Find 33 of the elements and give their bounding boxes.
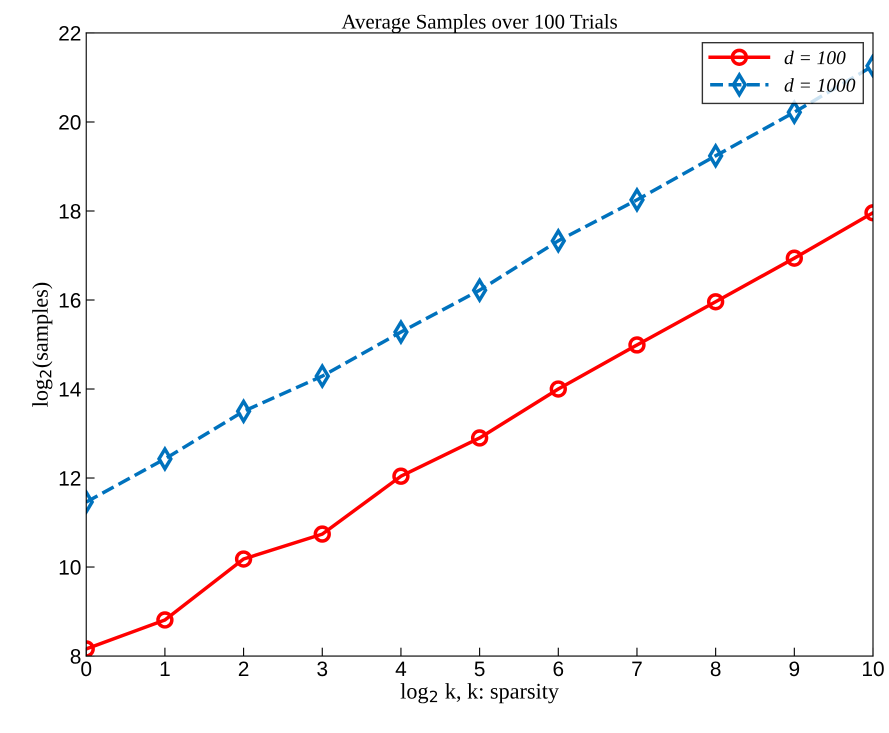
y-tick-label: 10 [60, 560, 81, 575]
point [156, 611, 174, 629]
y-tick-label: 16 [60, 293, 80, 308]
chart-title: Average Samples over 100 Trials [342, 14, 617, 33]
x-tick-label: 7 [632, 662, 642, 676]
y-axis-title: log$_{2}$(samples) [32, 282, 52, 407]
y-tick-label: 18 [60, 204, 80, 219]
x-tick-label: 6 [554, 661, 564, 676]
x-tick-label: 10 [863, 661, 884, 676]
x-tick-label: 1 [160, 662, 170, 676]
y-tick-label: 8 [70, 649, 80, 664]
x-axis-title: log$_{2}$ k, k: sparsity [400, 683, 559, 704]
point [786, 249, 803, 267]
y-tick-label: 22 [59, 26, 80, 41]
point [550, 380, 567, 398]
x-tick-label: 2 [238, 661, 248, 676]
x-tick-label: 0 [81, 661, 92, 676]
legend-label: d = 100 [784, 50, 846, 64]
x-tick-label: 3 [317, 661, 328, 676]
point [314, 525, 331, 543]
x-tick-label: 9 [790, 661, 800, 676]
x-tick-label: 4 [396, 662, 406, 676]
point [234, 550, 252, 568]
point [628, 336, 646, 354]
legend-label: d = 1000 [784, 78, 856, 92]
y-tick-label: 14 [60, 382, 81, 397]
y-tick-label: 12 [60, 471, 80, 486]
point [706, 293, 724, 310]
x-tick-label: 5 [474, 662, 485, 676]
x-tick-label: 8 [710, 661, 721, 676]
point [392, 468, 410, 485]
point [470, 429, 488, 447]
y-tick-label: 20 [59, 114, 81, 130]
